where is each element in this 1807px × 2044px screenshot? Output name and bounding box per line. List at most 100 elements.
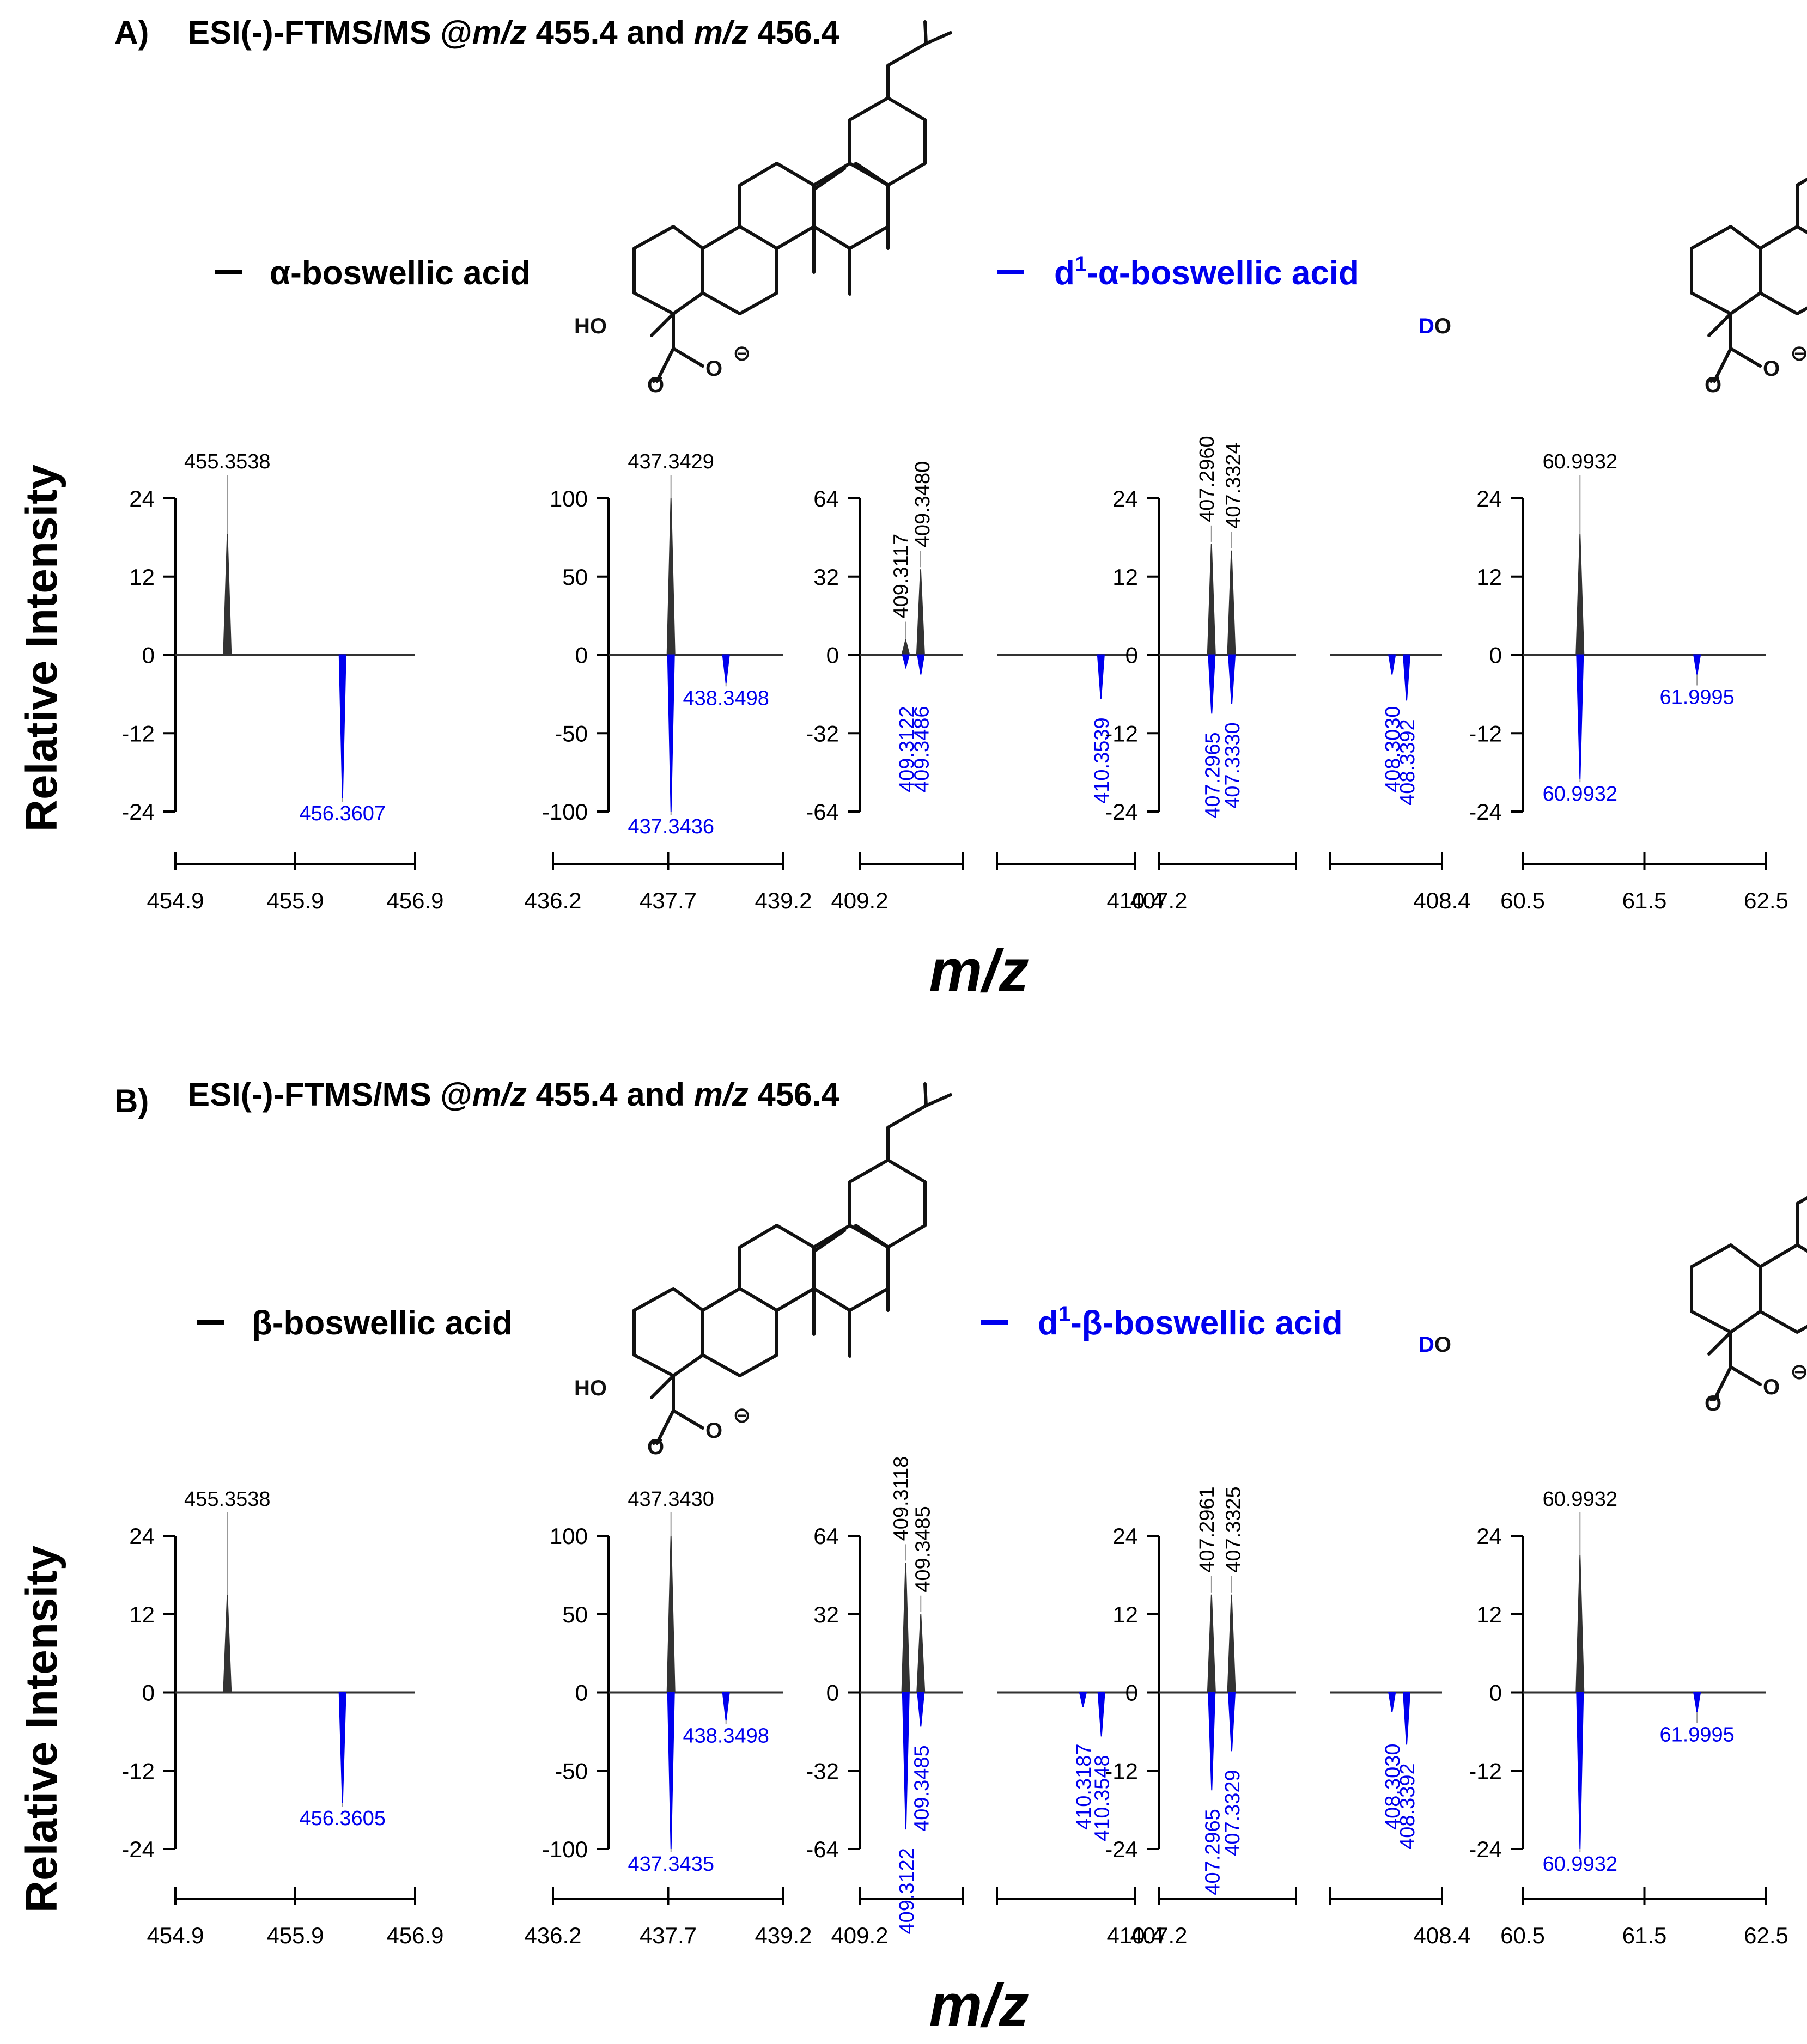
structure-carboxylate-o: O [705, 1419, 722, 1443]
y-tick-label: -100 [542, 799, 588, 825]
y-tick-label: 0 [575, 643, 588, 668]
peak-label-deuterated: 60.9932 [1543, 783, 1617, 806]
peak-label-deuterated: 456.3607 [299, 802, 386, 825]
structure-native: HO O O ⊖ [574, 22, 951, 397]
structure-deuterated: DO O O ⊖ [1419, 22, 1807, 397]
structure-charge: ⊖ [1790, 341, 1807, 365]
peak-label-deuterated: 438.3498 [683, 687, 769, 710]
peak-deuterated [902, 1692, 910, 1830]
y-tick-label: 0 [142, 643, 155, 668]
peak-native [1207, 1594, 1216, 1693]
x-tick-label: 437.7 [640, 1923, 697, 1948]
peak-label-deuterated: 61.9995 [1659, 686, 1734, 709]
y-tick-label: -24 [121, 799, 155, 825]
peak-label-deuterated: 409.3485 [910, 1745, 933, 1832]
peak-label-deuterated: 410.3548 [1091, 1755, 1114, 1841]
legend-native-label: α-boswellic acid [270, 254, 531, 292]
y-tick-label: -32 [806, 721, 839, 746]
peak-label-deuterated: 456.3605 [299, 1807, 386, 1830]
y-tick-label: 24 [129, 486, 155, 511]
peak-native [916, 569, 925, 656]
y-tick-label: -12 [1469, 721, 1502, 746]
y-tick-label: 12 [129, 564, 155, 590]
structure-carbonyl-o: O [647, 1435, 664, 1459]
x-tick-label: 62.5 [1744, 888, 1788, 913]
peak-label-deuterated: 408.3392 [1396, 1763, 1419, 1850]
y-tick-label: 24 [1476, 1523, 1502, 1549]
y-axis-label-a: Relative Intensity [17, 464, 66, 832]
y-tick-label: -12 [121, 721, 155, 746]
peak-deuterated [917, 654, 925, 675]
peak-deuterated [1208, 654, 1216, 714]
subplot-1: 24 12 0 -12 -24 454.9 455.9 456.9 455.3538 456.36… [121, 1488, 443, 1948]
peak-label-native: 437.3430 [628, 1488, 714, 1511]
panel-a-label: A) [114, 14, 149, 51]
peak-deuterated [1693, 1692, 1701, 1712]
x-tick-label: 437.7 [640, 888, 697, 913]
peak-native [1575, 1555, 1585, 1693]
peak-native [916, 1614, 926, 1693]
y-tick-label: 100 [550, 1523, 588, 1549]
panel-a-title: ESI(-)-FTMS/MS @m/z 455.4 and m/z 456.4 [188, 14, 839, 51]
peak-native [1575, 534, 1585, 656]
y-tick-label: 50 [562, 1602, 588, 1627]
x-tick-label: 409.2 [831, 1923, 888, 1948]
peak-native [666, 498, 676, 656]
x-tick-label: 408.4 [1413, 1923, 1470, 1948]
y-tick-label: -12 [121, 1758, 155, 1784]
peak-label-native: 409.3118 [890, 1456, 913, 1541]
y-tick-label: 0 [1125, 643, 1138, 668]
x-tick-label: 60.5 [1500, 888, 1545, 913]
y-tick-label: -64 [806, 1836, 839, 1862]
structure-deuterated: DO O O ⊖ [1419, 1040, 1807, 1415]
peak-label-native: 407.3325 [1222, 1486, 1245, 1573]
y-tick-label: -12 [1105, 721, 1138, 746]
peak-native [1207, 544, 1216, 656]
x-tick-label: 407.2 [1130, 888, 1187, 913]
x-tick-label: 62.5 [1744, 1923, 1788, 1948]
structure-charge: ⊖ [1790, 1360, 1807, 1384]
peak-label-deuterated: 409.3486 [910, 706, 933, 793]
y-tick-label: -100 [542, 1836, 588, 1862]
structure-hydroxyl: HO [574, 314, 607, 338]
structure-carboxylate-o: O [1763, 1375, 1780, 1399]
peak-deuterated [1079, 1692, 1087, 1707]
y-tick-label: -24 [1105, 1836, 1138, 1862]
peak-label-deuterated: 408.3030 [1382, 1744, 1404, 1831]
structure-deutero: DO [1419, 1333, 1451, 1357]
peak-label-deuterated: 407.3330 [1221, 722, 1244, 809]
y-tick-label: 24 [1112, 486, 1138, 511]
y-tick-label: 12 [1112, 1602, 1138, 1627]
x-tick-label: 409.2 [831, 888, 888, 913]
peak-deuterated [917, 1692, 925, 1727]
y-tick-label: -64 [806, 799, 839, 825]
peak-label-deuterated: 407.3329 [1221, 1770, 1244, 1856]
peak-deuterated [1097, 654, 1105, 699]
x-tick-label: 436.2 [524, 888, 581, 913]
structure-carboxylate-o: O [705, 357, 722, 381]
subplot-5: 24 12 0 -12 -24 60.5 61.5 62.5 60.9932 60.9932 61.… [1469, 450, 1788, 913]
y-tick-label: 0 [142, 1680, 155, 1706]
peak-deuterated [1227, 654, 1236, 704]
peak-label-native: 407.2960 [1196, 436, 1219, 522]
y-tick-label: 24 [129, 1523, 155, 1549]
peak-label-deuterated: 410.3539 [1091, 717, 1114, 804]
peak-deuterated [722, 654, 730, 684]
x-tick-label: 454.9 [147, 888, 204, 913]
peak-native [901, 638, 910, 656]
structure-charge: ⊖ [733, 1404, 751, 1427]
subplot-4: 24 12 0 -12 -24 407.2 408.4 407.2960 407.3324 407… [1105, 436, 1470, 913]
peak-deuterated [667, 1692, 675, 1850]
peak-deuterated [1097, 1692, 1105, 1737]
x-tick-label: 456.9 [386, 1923, 443, 1948]
y-tick-label: 0 [826, 1680, 839, 1706]
structure-carboxylate-o: O [1763, 357, 1780, 381]
y-tick-label: 0 [1489, 1680, 1502, 1706]
peak-deuterated [1388, 1692, 1396, 1712]
y-tick-label: 12 [129, 1602, 155, 1627]
peak-label-deuterated: 438.3498 [683, 1724, 769, 1747]
y-tick-label: -50 [555, 721, 588, 746]
peak-native [223, 534, 232, 656]
